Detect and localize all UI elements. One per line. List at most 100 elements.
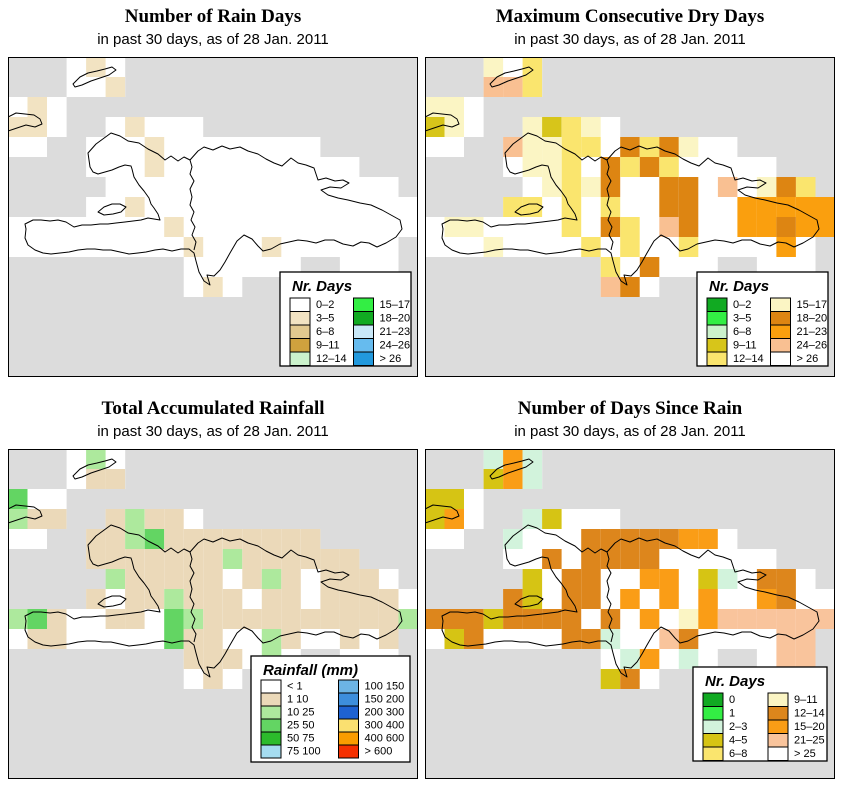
map-cell	[359, 589, 379, 609]
map-cell	[464, 609, 484, 629]
map-cell	[444, 629, 464, 649]
map-cell	[620, 549, 640, 569]
map-cell	[581, 629, 601, 649]
legend-label: 9–11	[733, 340, 757, 352]
panel-rain-days: Number of Rain Days in past 30 days, as …	[8, 6, 418, 377]
map-cell	[542, 609, 562, 629]
map-cell	[320, 549, 340, 569]
legend-label: 12–14	[733, 353, 764, 365]
map-cell	[581, 549, 601, 569]
map-cell	[144, 529, 165, 549]
land-cell-block	[86, 157, 360, 177]
map-cell	[600, 669, 621, 689]
map-cell	[105, 569, 126, 589]
legend-swatch	[260, 731, 282, 746]
map-cell	[183, 549, 204, 569]
map-cell	[503, 589, 523, 609]
map-cell	[281, 629, 301, 649]
legend-swatch	[702, 692, 724, 707]
map-cell	[86, 469, 106, 489]
legend-label: 21–23	[797, 326, 828, 338]
map-cell	[600, 529, 621, 549]
map-cell	[164, 217, 184, 237]
map-cell	[242, 569, 262, 589]
map-cell	[183, 529, 204, 549]
map-cell	[281, 589, 301, 609]
map-cell	[522, 469, 543, 489]
island-outline	[489, 66, 534, 88]
map-cell	[581, 117, 601, 137]
island-outline	[425, 504, 460, 524]
map-cell	[261, 609, 282, 629]
map-cell	[503, 529, 523, 549]
map-cell	[86, 449, 106, 469]
legend-swatch	[770, 338, 791, 353]
map-cell	[600, 549, 621, 569]
map-cell	[242, 549, 262, 569]
map-cell	[164, 549, 184, 569]
map-cell	[261, 549, 282, 569]
map-cell	[444, 97, 464, 117]
panel-max-consecutive-dry-days: Maximum Consecutive Dry Days in past 30 …	[425, 6, 835, 377]
map-cell	[600, 197, 621, 217]
map-cell	[27, 97, 47, 117]
map-cell	[483, 449, 504, 469]
map-cell	[300, 529, 321, 549]
map-cell	[320, 609, 340, 629]
legend-swatch	[770, 311, 791, 326]
map-cell	[542, 509, 562, 529]
panel-total-accumulated-rainfall: Total Accumulated Rainfall in past 30 da…	[8, 398, 418, 779]
legend-swatch	[338, 718, 359, 733]
land-cell-block	[8, 217, 418, 237]
legend-label: 6–8	[316, 326, 334, 338]
island-outline	[489, 458, 534, 480]
legend-label: 18–20	[797, 313, 828, 325]
map-cell	[8, 509, 28, 529]
island-outline	[425, 112, 460, 132]
map-cell	[678, 609, 699, 629]
legend-swatch	[706, 338, 728, 353]
legend-label: 6–8	[733, 326, 751, 338]
legend-swatch	[289, 311, 311, 326]
map-cell	[776, 197, 796, 217]
map-cell	[600, 217, 621, 237]
map-cell	[125, 529, 145, 549]
legend-label: 100 150	[365, 681, 405, 693]
map-cell	[242, 529, 262, 549]
map-cell	[464, 629, 484, 649]
map-cell	[522, 609, 543, 629]
legend-swatch	[770, 297, 791, 312]
map-cell	[125, 589, 145, 609]
map-cell	[542, 157, 562, 177]
map-cell	[678, 649, 699, 669]
map-cell	[542, 177, 562, 197]
island-outline	[441, 132, 820, 286]
legend-label: < 1	[287, 681, 303, 693]
map-cell	[600, 157, 621, 177]
legend-swatch	[706, 324, 728, 339]
map-cell	[796, 649, 816, 669]
legend-swatch	[706, 351, 728, 366]
legend-label: 1 10	[287, 694, 308, 706]
legend-label: 24–26	[797, 340, 828, 352]
map-cell	[203, 549, 223, 569]
map-cell	[678, 197, 699, 217]
island-outline	[606, 551, 614, 643]
map-cell	[379, 629, 399, 649]
map-cell	[125, 549, 145, 569]
map-cell	[522, 117, 543, 137]
map-cell	[561, 609, 582, 629]
island-outline	[72, 66, 117, 88]
legend-swatch	[767, 706, 789, 721]
map-cell	[425, 117, 445, 137]
map-cell	[339, 609, 360, 629]
map-cell	[164, 569, 184, 589]
map-cell	[561, 629, 582, 649]
map-cell	[144, 137, 165, 157]
legend-label: 4–5	[729, 735, 747, 747]
map-cell	[27, 509, 47, 529]
legend-label: 18–20	[380, 313, 411, 325]
map-cell	[561, 589, 582, 609]
